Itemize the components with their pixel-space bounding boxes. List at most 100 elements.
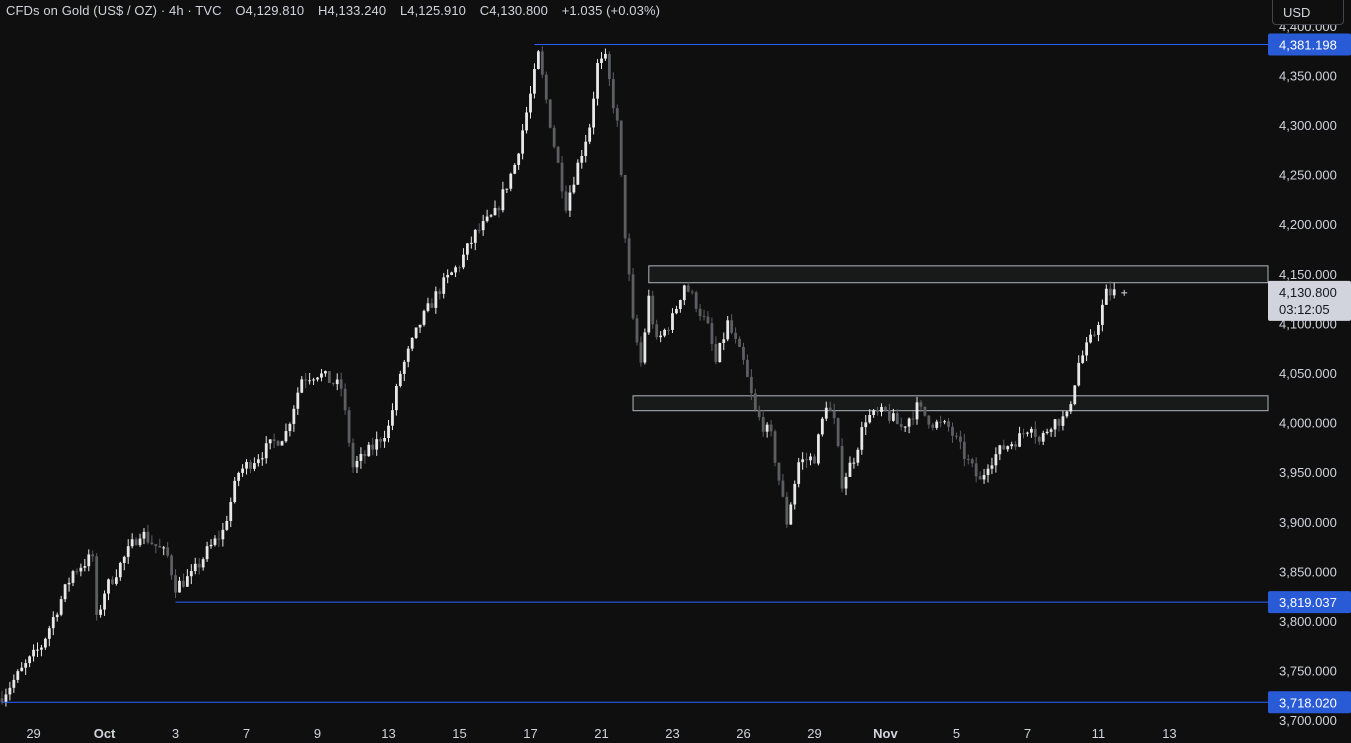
candle-body (292, 408, 296, 424)
candle-body (83, 566, 87, 568)
candle-body (990, 465, 994, 469)
candle-body (1100, 304, 1104, 325)
candle-body (1018, 433, 1021, 447)
candle-body (335, 379, 339, 385)
candle-body (907, 418, 911, 427)
candle-body (446, 274, 450, 278)
candle-body (891, 413, 895, 421)
candle-body (998, 445, 1002, 455)
candle-body (706, 316, 710, 324)
y-tick-label: 4,200.000 (1279, 217, 1337, 232)
legend-change: +1.035 (+0.03%) (561, 3, 661, 18)
candle-body (434, 291, 438, 308)
candle-body (781, 480, 785, 497)
candle-body (130, 539, 134, 547)
x-tick-label: Nov (873, 726, 898, 741)
candle-body (485, 216, 489, 222)
candle-body (647, 295, 651, 333)
candle-body (655, 324, 659, 338)
candle-body (16, 671, 20, 680)
candle-body (797, 462, 801, 484)
candle-body (939, 421, 943, 423)
candle-body (1049, 429, 1053, 432)
symbol-legend[interactable]: CFDs on Gold (US$ / OZ) · 4h · TVC O4,12… (6, 3, 660, 18)
candle-body (556, 146, 560, 163)
candle-body (824, 407, 828, 419)
candle-body (339, 379, 343, 389)
candle-body (663, 329, 666, 336)
candle-body (367, 444, 371, 457)
x-tick-label: 13 (1162, 726, 1176, 741)
x-tick-label: 9 (314, 726, 321, 741)
candle-body (272, 439, 276, 442)
candle-body (970, 459, 974, 464)
candle-body (667, 329, 670, 331)
candle-body (351, 442, 355, 468)
candle-body (619, 120, 623, 175)
candle-body (355, 460, 359, 468)
candle-body (438, 291, 442, 294)
zones-layer (632, 265, 1269, 412)
candle-body (1104, 288, 1108, 305)
candle-body (580, 155, 584, 163)
candle-body (462, 254, 465, 268)
candle-body (951, 426, 954, 436)
candle-body (43, 638, 47, 648)
candle-body (63, 584, 67, 600)
legend-source: TVC (195, 3, 222, 18)
currency-button[interactable]: USD (1272, 0, 1344, 25)
candles-layer (0, 46, 1116, 707)
candle-body (1006, 446, 1010, 450)
candle-body (134, 539, 138, 546)
candle-body (899, 424, 903, 427)
candle-body (876, 410, 879, 412)
candle-body (229, 501, 233, 521)
candle-body (1002, 445, 1006, 450)
x-tick-label: 29 (807, 726, 821, 741)
y-axis[interactable]: 4,400.0004,350.0004,300.0004,250.0004,20… (1279, 19, 1337, 728)
candle-body (789, 504, 793, 525)
candle-body (162, 547, 166, 549)
y-tick-label: 4,350.000 (1279, 68, 1337, 83)
candle-body (805, 459, 808, 461)
price-line-label-box (1268, 33, 1351, 56)
last-price-value: 4,130.800 (1279, 285, 1337, 300)
candle-body (245, 462, 248, 469)
legend-separator: · (160, 3, 169, 18)
candle-body (927, 415, 931, 425)
candle-body (592, 98, 595, 128)
x-axis[interactable]: 29 Oct 3 7 9 13 15 17 21 23 26 29 Nov 5 7 11 13 (26, 726, 1176, 741)
candle-body (785, 496, 789, 525)
candle-body (213, 538, 217, 545)
candle-body (249, 462, 252, 469)
candle-body (1108, 288, 1112, 296)
candle-body (966, 458, 970, 460)
candle-body (686, 285, 690, 292)
candle-body (1093, 334, 1096, 336)
y-tick-label: 3,850.000 (1279, 564, 1337, 579)
candle-body (465, 243, 469, 255)
candle-body (371, 444, 375, 450)
candle-body (544, 74, 548, 100)
candle-body (836, 418, 840, 447)
candle-body (868, 414, 872, 423)
price-labels-layer: 4,381.198 3,819.037 3,718.020 4,130.800 03:1… (1121, 33, 1351, 714)
candle-body (454, 267, 457, 273)
candle-body (564, 191, 568, 211)
legend-symbol: CFDs on Gold (US$ / OZ) (6, 3, 158, 18)
price-line-label-box (1268, 691, 1351, 714)
candle-body (253, 463, 256, 469)
candle-body (746, 359, 749, 377)
candle-body (182, 580, 185, 587)
candle-body (233, 480, 237, 502)
candle-body (888, 410, 891, 421)
candle-body (28, 656, 32, 664)
candle-body (777, 462, 781, 481)
candle-body (320, 373, 323, 378)
candle-body (1037, 436, 1041, 442)
candle-body (418, 324, 422, 328)
candle-body (1065, 411, 1069, 417)
candle-body (225, 520, 229, 530)
candle-body (749, 376, 753, 394)
